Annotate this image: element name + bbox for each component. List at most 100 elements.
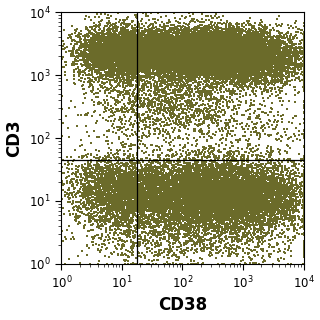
Point (134, 35, 140, 40)
Point (201, 52, 206, 57)
Point (216, 57, 221, 62)
Point (162, 225, 167, 230)
Point (276, 216, 281, 221)
Point (133, 193, 138, 198)
Point (224, 41, 229, 46)
Point (223, 178, 228, 183)
Point (246, 208, 251, 213)
Point (167, 201, 172, 206)
Point (108, 27, 113, 32)
Point (218, 48, 223, 53)
Point (99, 158, 104, 163)
Point (170, 202, 175, 207)
Point (223, 217, 228, 222)
Point (288, 195, 293, 200)
Point (285, 136, 291, 141)
Point (99, 189, 104, 195)
Point (225, 56, 230, 61)
Point (165, 61, 171, 66)
Point (212, 179, 217, 184)
Point (179, 50, 184, 55)
Point (211, 72, 216, 77)
Point (221, 49, 227, 54)
Point (195, 220, 200, 226)
Point (155, 35, 160, 40)
Point (195, 41, 200, 46)
Point (239, 236, 244, 242)
Point (293, 76, 298, 81)
Point (126, 70, 131, 75)
Point (194, 224, 199, 229)
Point (116, 56, 121, 61)
Point (207, 68, 212, 73)
Point (246, 181, 251, 186)
Point (205, 181, 210, 186)
Point (158, 92, 163, 97)
Point (216, 67, 221, 72)
Point (261, 38, 267, 44)
Point (205, 214, 210, 219)
Point (140, 203, 145, 208)
Point (188, 50, 193, 55)
Point (144, 54, 149, 59)
Point (231, 43, 236, 48)
Point (175, 45, 180, 50)
Point (253, 39, 258, 44)
Point (144, 103, 149, 108)
Point (127, 44, 132, 50)
Point (214, 229, 220, 234)
Point (72, 190, 77, 195)
Point (268, 197, 273, 202)
Point (170, 196, 175, 201)
Point (228, 188, 234, 193)
Point (142, 58, 148, 63)
Point (121, 49, 126, 54)
Point (238, 51, 243, 56)
Point (111, 39, 116, 44)
Point (266, 42, 271, 47)
Point (236, 51, 241, 56)
Point (243, 36, 248, 41)
Point (116, 177, 121, 182)
Point (208, 199, 213, 204)
Point (214, 48, 219, 53)
Point (162, 246, 167, 251)
Point (203, 50, 208, 55)
Point (125, 175, 130, 180)
Point (236, 59, 241, 64)
Point (291, 69, 296, 75)
Point (129, 68, 134, 73)
Point (111, 52, 116, 57)
Point (243, 171, 248, 176)
Point (190, 55, 196, 60)
Point (223, 52, 228, 57)
Point (122, 85, 127, 91)
Point (223, 71, 228, 76)
Point (286, 26, 292, 31)
Point (270, 166, 276, 171)
Point (250, 43, 255, 48)
Point (134, 62, 139, 67)
Point (184, 37, 189, 42)
Point (180, 62, 185, 67)
Point (251, 58, 256, 63)
Point (186, 132, 191, 137)
Point (264, 182, 269, 187)
Point (104, 44, 109, 49)
Point (205, 62, 210, 67)
Point (250, 68, 255, 74)
Point (284, 51, 289, 56)
Point (210, 36, 215, 42)
Point (191, 40, 196, 45)
Point (204, 58, 209, 63)
Point (188, 71, 193, 76)
Point (162, 188, 167, 193)
Point (209, 238, 214, 243)
Point (198, 194, 203, 199)
Point (185, 57, 190, 62)
Point (206, 36, 211, 41)
Point (177, 231, 182, 236)
Point (212, 60, 218, 66)
Point (175, 213, 180, 218)
Point (198, 182, 203, 187)
